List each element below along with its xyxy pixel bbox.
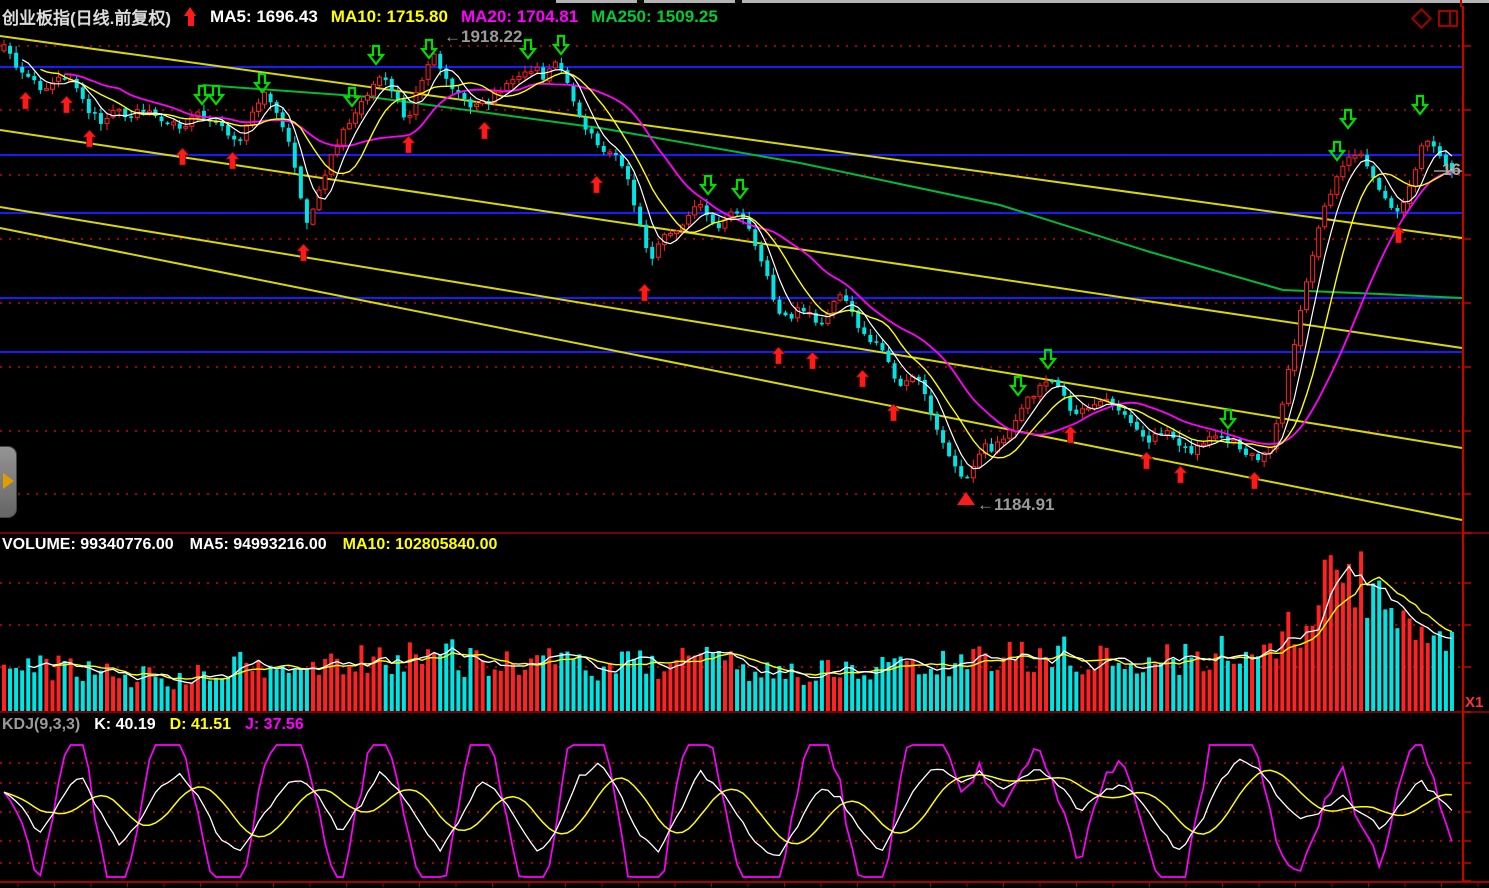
kdj-k-line [3, 758, 1453, 857]
volume-ma10-line [52, 576, 1453, 680]
ma250-value: MA250: 1509.25 [591, 6, 718, 26]
volume-value: VOLUME: 99340776.00 [2, 536, 174, 553]
kdj-k-value: K: 40.19 [94, 716, 156, 733]
sell-signal-icons [192, 34, 1430, 430]
ma10-value: MA10: 1715.80 [330, 6, 448, 26]
kdj-pane-header: KDJ(9,3,3) K: 40.19 D: 41.51 J: 37.56 [2, 716, 304, 734]
split-window-icon[interactable] [1438, 10, 1458, 27]
period-high-annotation: ←1918.22 [444, 27, 523, 46]
main-chart-header: 创业板指(日线.前复权) MA5: 1696.43 MA10: 1715.80 … [2, 4, 718, 29]
ma20-line [64, 73, 1453, 446]
ma250-line [202, 84, 1463, 299]
pane-dividers [0, 532, 1489, 713]
axis-top-notch [1460, 0, 1462, 7]
dotted-gridlines [0, 45, 1462, 864]
volume-pane-header: VOLUME: 99340776.00 MA5: 94993216.00 MA1… [2, 536, 497, 554]
kdj-j-value: J: 37.56 [245, 716, 304, 733]
candlestick-series [1, 39, 1454, 483]
bottom-axis [0, 881, 1489, 887]
top-window-strip [556, 0, 1489, 3]
ma5-value: MA5: 1696.43 [210, 6, 318, 26]
volume-ma5-value: MA5: 94993216.00 [189, 536, 327, 553]
instrument-title: 创业板指(日线.前复权) [2, 9, 172, 28]
kdj-d-value: D: 41.51 [169, 716, 231, 733]
last-price-label: 16 [1442, 160, 1461, 179]
kdj-d-line [3, 769, 1452, 845]
volume-bars [2, 551, 1454, 711]
period-low-annotation: ←1184.91 [977, 495, 1055, 514]
strip-gap [735, 0, 742, 3]
volume-ma5-line [28, 565, 1453, 684]
zoom-scale-label: X1 [1465, 694, 1484, 711]
diamond-icon[interactable] [1410, 7, 1433, 30]
kdj-j-line [3, 744, 1453, 878]
ma20-value: MA20: 1704.81 [460, 6, 579, 26]
kdj-indicator-name: KDJ(9,3,3) [2, 716, 81, 733]
ma10-line [40, 68, 1453, 459]
strip-gap [637, 0, 644, 3]
volume-ma10-value: MA10: 102805840.00 [342, 536, 498, 553]
right-axis [1462, 6, 1471, 882]
low-marker [957, 492, 975, 505]
up-arrow-icon [184, 7, 197, 26]
sidebar-flyout-handle[interactable] [0, 446, 17, 518]
window-controls [1410, 7, 1458, 30]
trendlines [0, 35, 1463, 521]
buy-signal-icons [18, 91, 1406, 490]
ma5-line [21, 59, 1453, 470]
expand-triangle-icon [3, 473, 14, 489]
